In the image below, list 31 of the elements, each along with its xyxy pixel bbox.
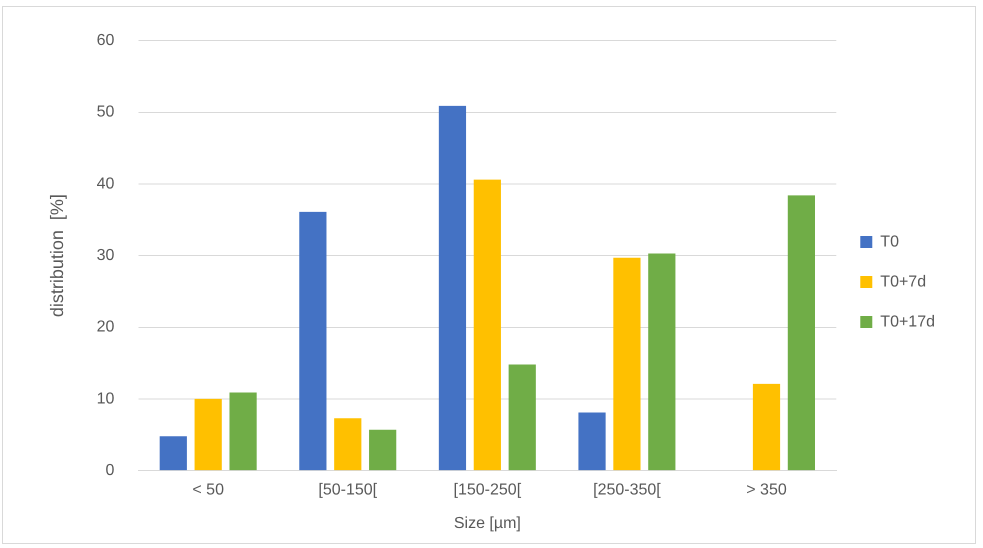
- bar: [299, 212, 326, 470]
- legend-label: T0+17d: [880, 313, 936, 330]
- x-tick-label: [50-150[: [318, 482, 378, 499]
- y-axis-title: distribution [%]: [46, 194, 67, 318]
- y-tick-label: 10: [96, 390, 114, 408]
- bar: [648, 253, 676, 470]
- bar: [788, 195, 816, 470]
- x-tick-label: > 350: [746, 482, 787, 499]
- legend-label: T0: [880, 233, 900, 250]
- bar: [194, 398, 222, 470]
- y-tick-label: 40: [96, 175, 114, 192]
- bar: [160, 436, 187, 470]
- x-axis-title: Size [µm]: [454, 514, 521, 532]
- x-tick-label: [250-350[: [593, 482, 662, 499]
- bar: [438, 106, 466, 470]
- bar: [334, 418, 362, 470]
- bar: [508, 364, 536, 470]
- bar: [578, 412, 606, 470]
- bar: [369, 430, 396, 470]
- bar: [474, 180, 501, 470]
- y-tick-label: 20: [96, 318, 114, 336]
- x-tick-label: < 50: [192, 482, 224, 499]
- y-tick-label: 30: [96, 247, 114, 264]
- y-tick-label: 60: [96, 32, 114, 50]
- x-tick-label: [150-250[: [454, 482, 522, 499]
- legend-label: T0+7d: [880, 273, 926, 290]
- y-tick-label: 0: [105, 462, 114, 480]
- bar: [752, 384, 780, 470]
- bar: [613, 258, 641, 470]
- bar: [229, 392, 257, 470]
- y-tick-label: 50: [96, 104, 114, 121]
